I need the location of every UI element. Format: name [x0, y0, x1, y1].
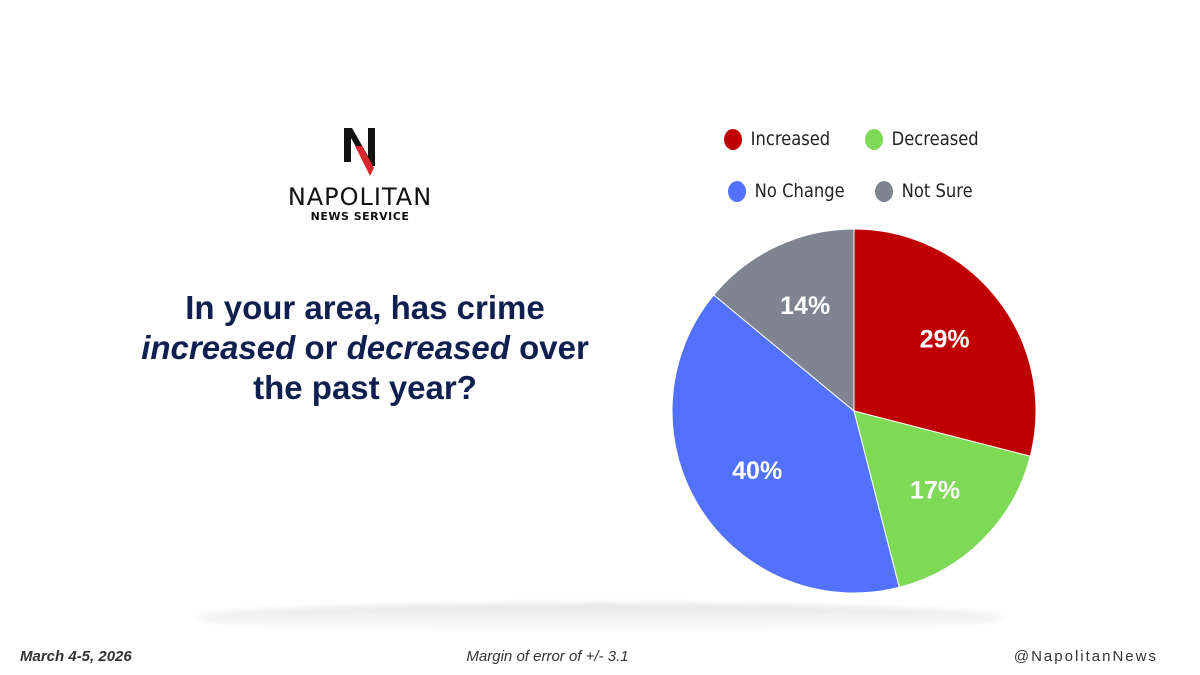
pie-label-increased: 29%	[920, 325, 970, 353]
legend-swatch-no-change	[728, 180, 747, 202]
margin-of-error: Margin of error of +/- 3.1	[466, 648, 629, 665]
legend-label-decreased: Decreased	[891, 128, 979, 150]
pie-slice-no-change	[671, 294, 900, 594]
question-decreased: decreased	[346, 329, 510, 366]
question-or: or	[295, 329, 347, 366]
survey-date: March 4-5, 2026	[20, 648, 132, 665]
chart-legend: Increased Decreased No Change Not Sure	[720, 124, 1020, 214]
legend-item-no-change: No Change	[728, 180, 845, 202]
legend-item-not-sure: Not Sure	[875, 180, 973, 202]
social-handle: @NapolitanNews	[1013, 648, 1158, 665]
question-line-1: In your area, has crime	[185, 289, 545, 326]
footer-shadow	[195, 603, 1005, 633]
legend-swatch-not-sure	[875, 180, 894, 202]
pie-slice-not-sure	[713, 228, 855, 413]
pie-label-decreased: 17%	[910, 477, 960, 505]
legend-label-no-change: No Change	[754, 180, 845, 202]
brand-logo: NAPOLITAN NEWS SERVICE	[270, 126, 450, 226]
pie-slice-increased	[853, 228, 1037, 457]
legend-swatch-decreased	[865, 128, 884, 150]
legend-item-decreased: Decreased	[865, 128, 979, 150]
legend-label-increased: Increased	[750, 128, 831, 150]
legend-item-increased: Increased	[724, 128, 830, 150]
pie-chart: 29% 17% 40% 14%	[671, 228, 1037, 594]
legend-swatch-increased	[724, 128, 743, 150]
pie-label-not-sure: 14%	[780, 292, 830, 320]
brand-subtitle: NEWS SERVICE	[310, 210, 410, 223]
napolitan-n-icon	[344, 128, 375, 176]
chart-question: In your area, has crime increased or dec…	[100, 288, 630, 408]
pie-label-no-change: 40%	[732, 457, 782, 485]
question-increased: increased	[141, 329, 296, 366]
question-over: over	[509, 329, 589, 366]
legend-label-not-sure: Not Sure	[901, 180, 973, 202]
question-line-3: the past year?	[253, 369, 477, 406]
pie-slice-decreased	[853, 410, 1031, 588]
brand-name: NAPOLITAN	[287, 183, 433, 211]
